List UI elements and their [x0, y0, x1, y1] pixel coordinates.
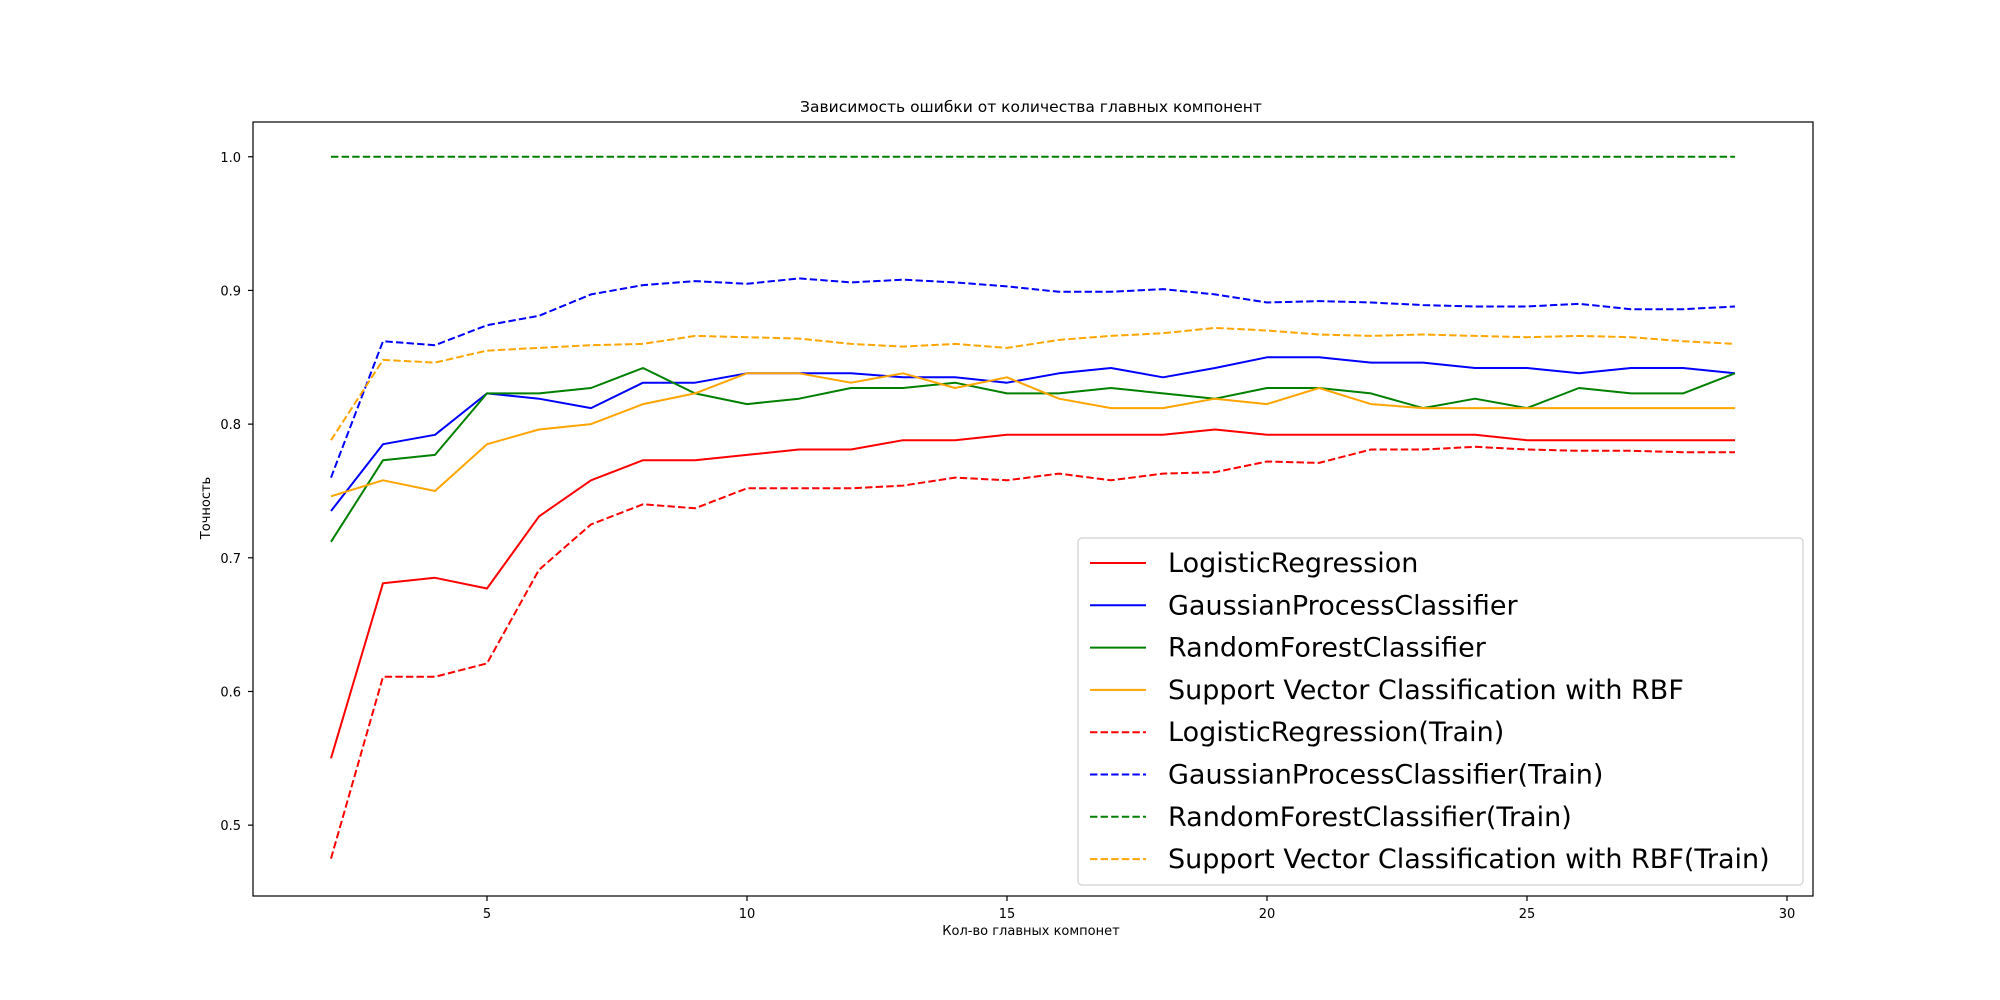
legend-label-3: Support Vector Classification with RBF: [1168, 675, 1684, 706]
series-line-2: [330, 367, 1736, 543]
chart-title: Зависимость ошибки от количества главных…: [800, 98, 1262, 116]
series-line-5: [330, 277, 1736, 478]
series-line-7: [330, 326, 1736, 441]
legend-label-0: LogisticRegression: [1168, 548, 1418, 579]
legend-label-2: RandomForestClassifier: [1168, 633, 1487, 664]
y-tick-label: 0.7: [220, 552, 241, 567]
x-tick-label: 25: [1519, 907, 1536, 922]
axes-frame: [252, 121, 1814, 897]
y-tick-label: 1.0: [220, 151, 241, 166]
legend-label-5: GaussianProcessClassifier(Train): [1168, 760, 1603, 791]
y-axis-label: Точность: [199, 477, 214, 540]
x-tick-label: 5: [483, 907, 491, 922]
legend-label-4: LogisticRegression(Train): [1168, 717, 1504, 748]
y-tick-label: 0.9: [220, 284, 241, 299]
x-tick-label: 30: [1779, 907, 1796, 922]
y-tick-label: 0.5: [220, 819, 241, 834]
x-tick-label: 10: [739, 907, 756, 922]
legend-label-1: GaussianProcessClassifier: [1168, 590, 1518, 621]
series-line-3: [330, 372, 1735, 498]
series-line-1: [330, 356, 1736, 512]
legend-box: [1077, 537, 1804, 886]
y-tick-label: 0.8: [220, 418, 241, 433]
series-line-0: [330, 428, 1735, 759]
series-line-4: [330, 445, 1735, 859]
x-tick-label: 20: [1259, 907, 1276, 922]
legend: LogisticRegression GaussianProcessClassif…: [1077, 537, 1804, 886]
x-tick-label: 15: [999, 907, 1016, 922]
plot-area: 5 10 15 20 25 30 0.5 0.6 0.7 0.8 0.9 1.0: [220, 121, 1814, 922]
legend-label-6: RandomForestClassifier(Train): [1168, 802, 1572, 833]
legend-label-7: Support Vector Classification with RBF(T…: [1168, 844, 1770, 875]
y-tick-label: 0.6: [220, 685, 241, 700]
x-axis-label: Кол-во главных компонет: [942, 924, 1120, 939]
